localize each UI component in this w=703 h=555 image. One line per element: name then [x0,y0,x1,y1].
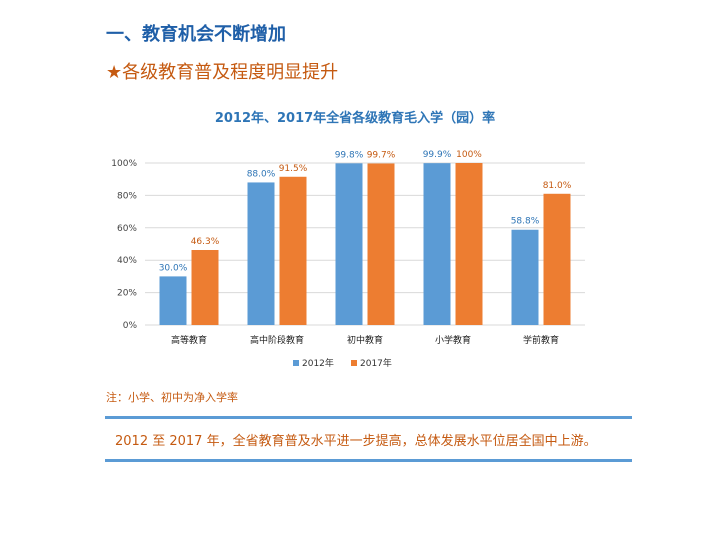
data-label: 99.8% [335,150,364,160]
bar [543,193,571,325]
data-label: 99.9% [423,150,452,160]
data-label: 81.0% [543,181,572,191]
bar [159,276,187,325]
divider-bottom [105,459,632,462]
bar [367,163,395,325]
legend-label: 2017年 [360,357,392,369]
chart-legend: 2012年 2017年 [293,357,392,369]
data-label: 88.0% [247,169,276,179]
data-label: 58.8% [511,217,540,227]
category-label: 高等教育 [171,334,207,346]
subtitle-text: 各级教育普及程度明显提升 [122,62,339,83]
y-axis-ticks: 0% 20% 40% 60% 80% 100% [111,159,137,331]
page-title: 一、教育机会不断增加 [106,24,286,45]
y-tick-label: 40% [117,256,137,266]
data-labels: 30.0% 46.3% 88.0%91.5% 99.8% 99.7% 99.9% 100% 5… [159,150,572,273]
legend-swatch [293,360,299,366]
category-label: 小学教育 [435,334,471,346]
chart-bars [159,163,571,325]
bar [511,229,539,325]
chart: 2012年、2017年全省各级教育毛入学（园）率 0% 20% 40% 60% 80% 1… [111,110,585,369]
category-label: 高中阶段教育 [250,334,304,346]
summary-text: 2012 至 2017 年，全省教育普及水平进一步提高，总体发展水平位居全国中上… [115,434,597,449]
data-label: 30.0% [159,263,188,273]
legend-label: 2012年 [302,357,334,369]
data-label: 99.7% [367,150,396,160]
category-label: 学前教育 [523,334,559,346]
chart-note: 注：小学、初中为净入学率 [106,391,238,404]
bar [423,163,451,325]
bar [279,176,307,325]
chart-title: 2012年、2017年全省各级教育毛入学（园）率 [215,110,495,126]
data-label: 91.5% [279,164,308,174]
category-label: 初中教育 [347,334,383,346]
x-axis-categories: 高等教育 高中阶段教育 初中教育 小学教育 学前教育 [171,334,559,346]
bar [191,249,219,325]
section-subtitle: ★各级教育普及程度明显提升 [106,58,338,84]
divider-top [105,416,632,419]
bar [335,163,363,325]
data-label: 46.3% [191,237,220,247]
bar [247,182,275,325]
data-label: 100% [456,150,482,160]
y-tick-label: 60% [117,224,137,234]
legend-swatch [351,360,357,366]
y-tick-label: 0% [123,321,138,331]
bar [455,163,483,325]
y-tick-label: 20% [117,289,137,299]
y-tick-label: 100% [111,159,137,169]
y-tick-label: 80% [117,191,137,201]
star-icon: ★ [106,62,123,83]
